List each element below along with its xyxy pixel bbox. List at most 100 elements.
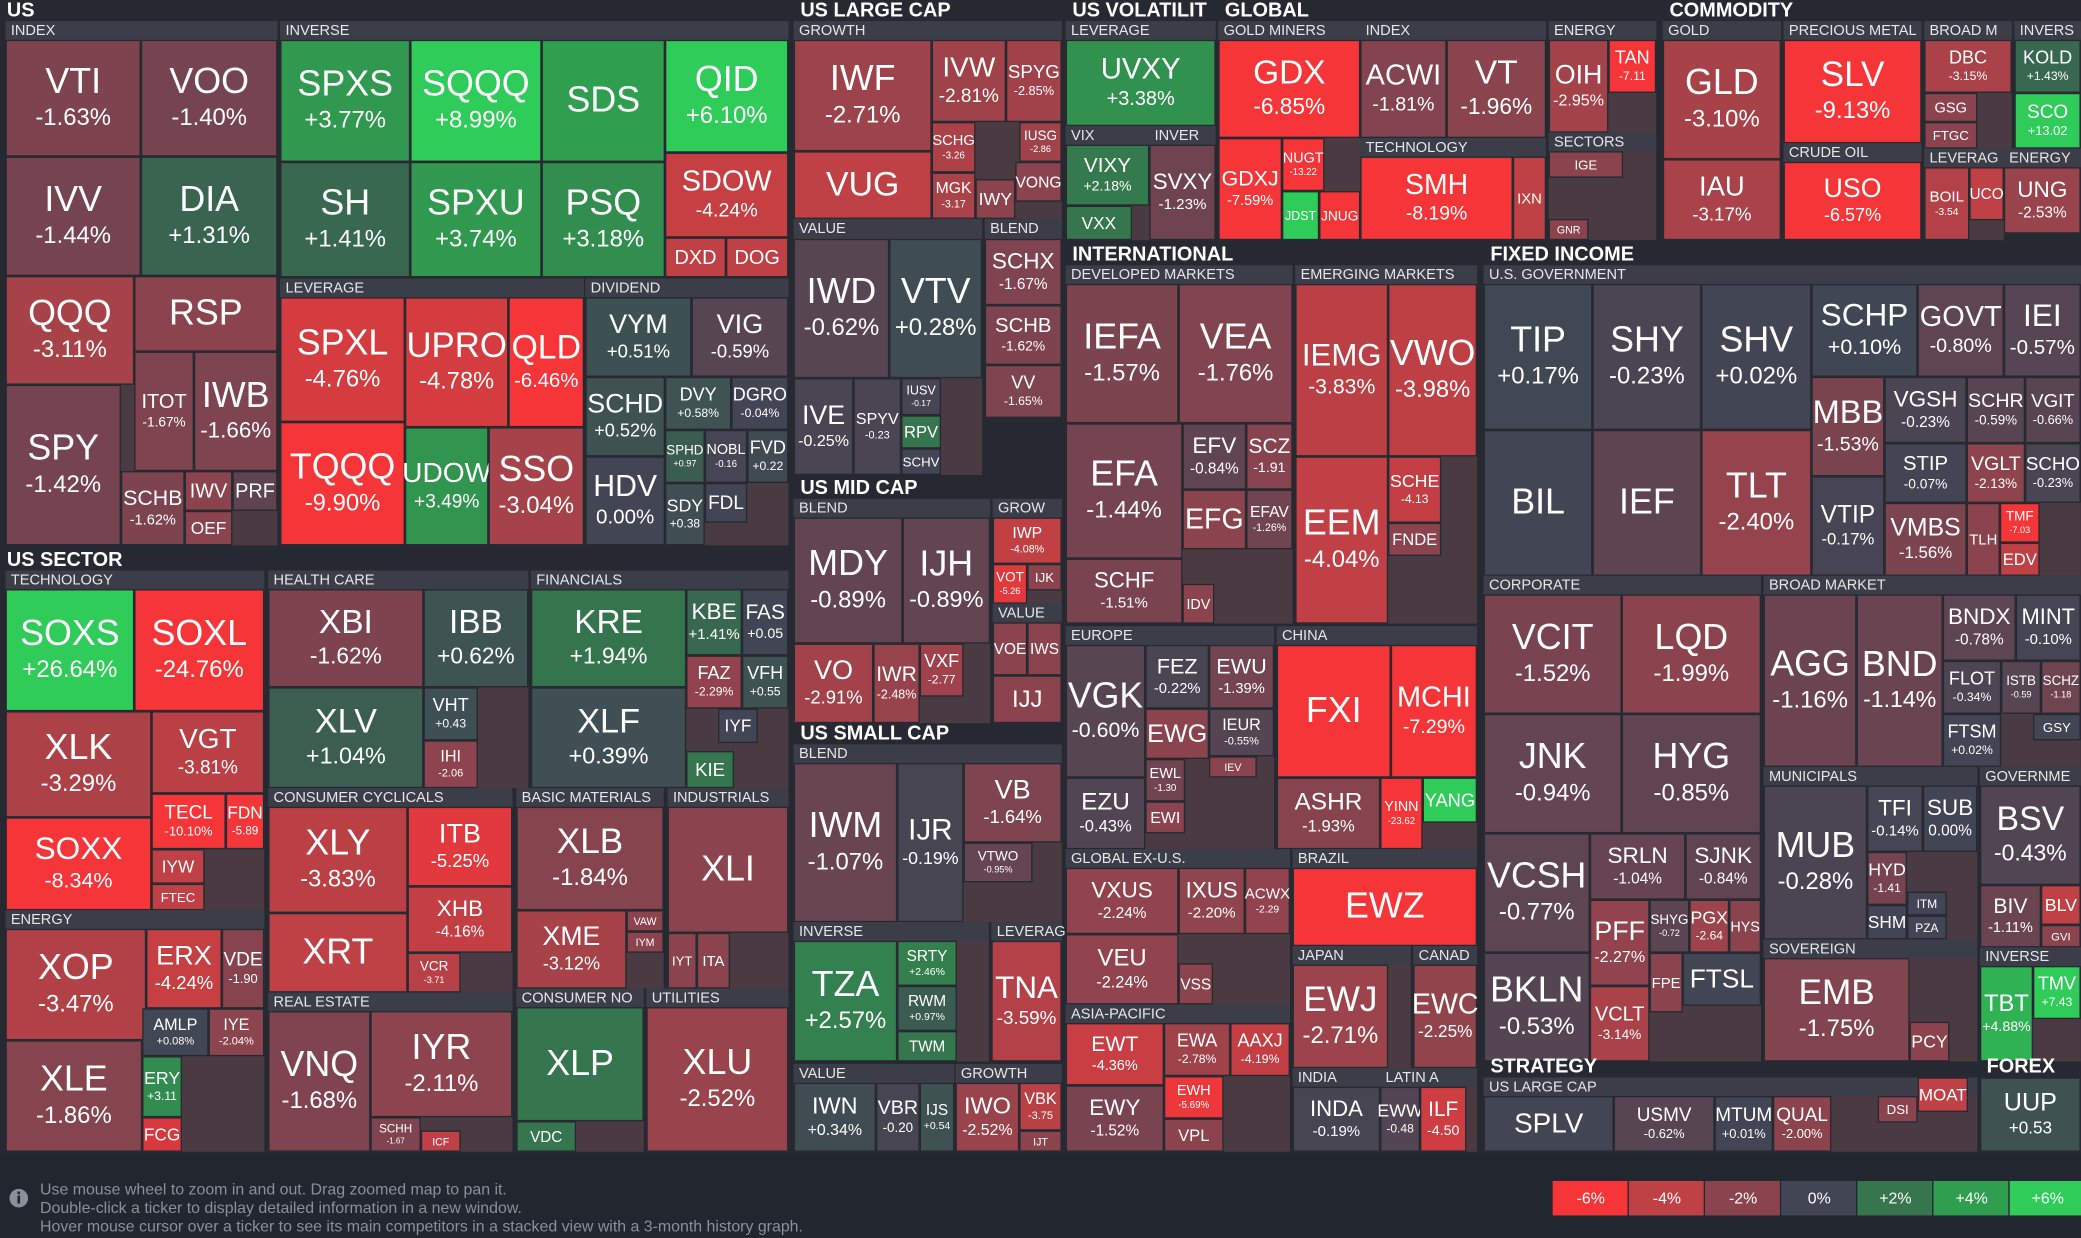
- tile[interactable]: [1811, 283, 1918, 377]
- tile[interactable]: [1589, 899, 1650, 986]
- tile[interactable]: [1662, 159, 1781, 241]
- tile[interactable]: [407, 952, 461, 993]
- tile[interactable]: [1388, 283, 1478, 457]
- tile[interactable]: [793, 151, 932, 219]
- tile[interactable]: [901, 448, 941, 476]
- tile[interactable]: [747, 429, 789, 483]
- tile[interactable]: [1483, 713, 1622, 834]
- tile[interactable]: [1446, 39, 1547, 138]
- tile[interactable]: [1065, 1085, 1164, 1152]
- tile[interactable]: [1942, 660, 2002, 714]
- tile[interactable]: [1230, 1023, 1290, 1077]
- tile[interactable]: [1295, 283, 1389, 457]
- tile[interactable]: [516, 1121, 577, 1152]
- tile[interactable]: [1548, 39, 1609, 133]
- tile[interactable]: [1966, 502, 2000, 576]
- tile[interactable]: [853, 378, 902, 476]
- tile[interactable]: [1483, 1096, 1614, 1152]
- tile[interactable]: [5, 589, 135, 712]
- tile[interactable]: [1163, 1076, 1224, 1119]
- tile[interactable]: [5, 384, 121, 546]
- tile[interactable]: [410, 161, 542, 278]
- tile[interactable]: [120, 471, 185, 546]
- tile[interactable]: [1548, 151, 1624, 178]
- tile[interactable]: [1884, 376, 1967, 444]
- tile[interactable]: [793, 762, 898, 923]
- tile[interactable]: [919, 643, 964, 697]
- tile[interactable]: [146, 928, 222, 1009]
- tile[interactable]: [1621, 713, 1762, 834]
- tile[interactable]: [1966, 443, 2026, 503]
- tile[interactable]: [1783, 161, 1922, 241]
- tile[interactable]: [875, 1082, 920, 1152]
- tile[interactable]: [5, 817, 152, 911]
- tile[interactable]: [1811, 476, 1885, 576]
- tile[interactable]: [2014, 92, 2081, 149]
- tile[interactable]: [1906, 891, 1947, 916]
- tile[interactable]: [140, 156, 278, 276]
- tile[interactable]: [793, 238, 890, 379]
- tile[interactable]: [370, 1117, 421, 1152]
- tile[interactable]: [901, 378, 941, 416]
- tile[interactable]: [1729, 899, 1762, 953]
- tile[interactable]: [1246, 489, 1293, 550]
- tile[interactable]: [992, 517, 1062, 564]
- tile[interactable]: [1662, 39, 1781, 160]
- tile[interactable]: [984, 305, 1062, 365]
- tile[interactable]: [1065, 934, 1179, 1005]
- tile[interactable]: [134, 275, 278, 352]
- tile[interactable]: [704, 482, 748, 523]
- tile[interactable]: [991, 940, 1062, 1062]
- tile[interactable]: [992, 622, 1028, 676]
- tile[interactable]: [1065, 205, 1133, 241]
- tile[interactable]: [873, 643, 920, 724]
- tile[interactable]: [404, 427, 489, 546]
- tile[interactable]: [280, 297, 405, 422]
- tile[interactable]: [664, 429, 705, 483]
- tile[interactable]: [889, 238, 983, 379]
- tile[interactable]: [667, 932, 697, 989]
- tile[interactable]: [2015, 594, 2081, 661]
- tile[interactable]: [2033, 713, 2081, 741]
- tile[interactable]: [1419, 1086, 1467, 1152]
- tile[interactable]: [410, 39, 542, 162]
- tile[interactable]: [516, 1007, 644, 1122]
- tile[interactable]: [1292, 867, 1478, 947]
- tile[interactable]: [1390, 644, 1478, 778]
- tile[interactable]: [151, 711, 265, 794]
- tile[interactable]: [370, 1011, 513, 1118]
- tile[interactable]: [1867, 904, 1907, 940]
- tile[interactable]: [793, 1082, 876, 1152]
- tile[interactable]: [2040, 885, 2081, 925]
- tile[interactable]: [1276, 777, 1381, 850]
- tile[interactable]: [1319, 191, 1361, 241]
- tile[interactable]: [1924, 92, 1978, 123]
- tile[interactable]: [975, 179, 1016, 219]
- tile[interactable]: [691, 297, 789, 377]
- tile[interactable]: [902, 517, 991, 644]
- tile[interactable]: [1942, 594, 2016, 661]
- tile[interactable]: [1483, 283, 1593, 430]
- tile[interactable]: [901, 415, 941, 449]
- tile[interactable]: [585, 376, 665, 457]
- tile[interactable]: [1019, 1130, 1062, 1152]
- tile[interactable]: [1877, 1096, 1918, 1123]
- tile[interactable]: [793, 517, 903, 644]
- tile[interactable]: [1772, 1096, 1832, 1152]
- tile[interactable]: [142, 1056, 182, 1118]
- tile[interactable]: [1689, 899, 1730, 953]
- tile[interactable]: [1856, 594, 1943, 767]
- tile[interactable]: [731, 376, 789, 430]
- tile[interactable]: [1906, 915, 1947, 940]
- tile[interactable]: [1701, 283, 1812, 430]
- tile[interactable]: [2025, 443, 2081, 503]
- tile[interactable]: [1019, 122, 1062, 162]
- tile[interactable]: [1065, 558, 1183, 624]
- tile[interactable]: [1714, 1096, 1773, 1152]
- tile[interactable]: [2014, 39, 2081, 93]
- tile[interactable]: [1178, 283, 1293, 424]
- tile[interactable]: [1922, 785, 1978, 852]
- tile[interactable]: [151, 793, 226, 850]
- tile[interactable]: [5, 711, 152, 818]
- tile[interactable]: [1979, 1077, 2081, 1152]
